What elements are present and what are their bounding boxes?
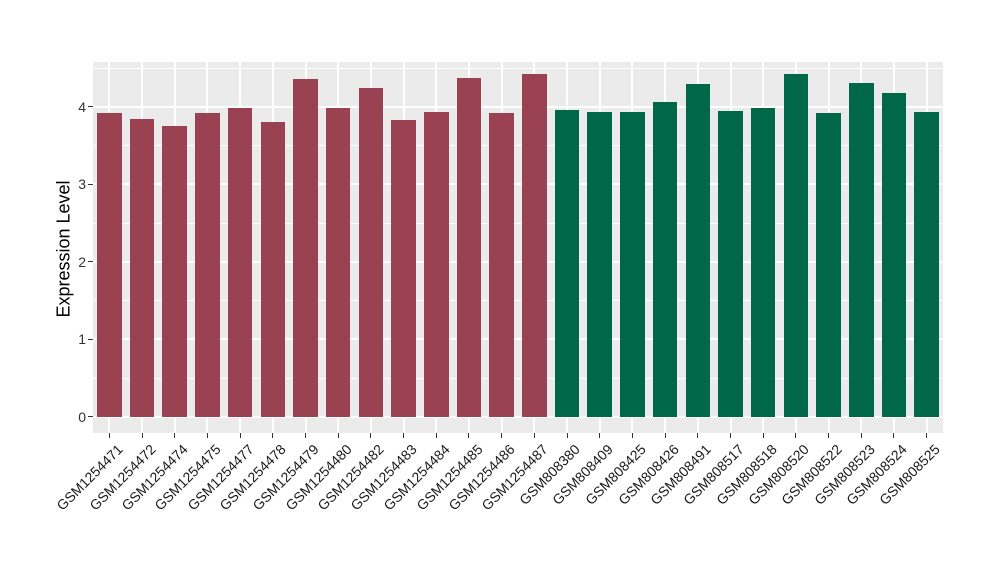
x-tick-mark <box>468 433 470 438</box>
y-tick-label: 3 <box>78 176 86 193</box>
bar-GSM1254479 <box>293 79 318 417</box>
plot-panel <box>93 62 943 433</box>
bar-GSM808409 <box>587 112 612 417</box>
x-tick-mark <box>533 433 535 438</box>
x-tick-mark <box>206 433 208 438</box>
minor-gridline <box>93 145 943 147</box>
major-gridline <box>93 183 943 186</box>
bar-GSM1254487 <box>522 74 547 417</box>
x-tick-mark <box>697 433 699 438</box>
y-tick-label: 2 <box>78 253 86 270</box>
major-gridline <box>93 105 943 108</box>
x-tick-mark <box>141 433 143 438</box>
x-tick-mark <box>730 433 731 438</box>
bar-GSM1254477 <box>227 108 253 417</box>
y-axis-title: Expression Level <box>53 180 74 318</box>
x-tick-mark <box>435 433 437 438</box>
x-tick-mark <box>501 433 503 438</box>
y-tick-mark <box>88 338 93 340</box>
bar-GSM808517 <box>718 110 743 417</box>
bar-GSM808524 <box>881 92 907 417</box>
bar-GSM808523 <box>849 82 874 417</box>
x-tick-mark <box>370 433 372 438</box>
y-tick-label: 4 <box>78 98 86 115</box>
y-tick-mark <box>88 183 93 185</box>
bar-GSM808380 <box>554 110 580 417</box>
minor-gridline <box>93 377 943 379</box>
bar-GSM808425 <box>620 111 645 417</box>
y-tick-mark <box>88 261 93 263</box>
bar-GSM808426 <box>652 101 678 417</box>
y-tick-mark <box>88 416 93 418</box>
x-tick-mark <box>893 433 895 438</box>
bar-GSM808522 <box>816 113 841 417</box>
minor-gridline <box>93 222 943 224</box>
major-gridline <box>93 260 943 263</box>
x-tick-mark <box>762 433 764 438</box>
bar-GSM1254472 <box>129 118 155 417</box>
bar-GSM1254484 <box>424 112 449 417</box>
bar-GSM1254475 <box>195 113 220 417</box>
bar-GSM808525 <box>914 111 939 417</box>
x-tick-mark <box>599 433 601 438</box>
bar-GSM1254474 <box>162 125 187 417</box>
major-gridline <box>93 415 943 418</box>
x-tick-mark <box>403 433 405 438</box>
x-tick-mark <box>272 433 274 438</box>
y-tick-mark <box>88 106 93 108</box>
bar-GSM808518 <box>750 107 776 417</box>
bar-GSM1254478 <box>260 121 286 417</box>
major-gridline <box>93 338 943 341</box>
bar-GSM1254483 <box>391 120 416 417</box>
x-tick-mark <box>828 433 830 438</box>
x-tick-mark <box>305 433 306 438</box>
bar-GSM1254482 <box>358 88 384 417</box>
minor-gridline <box>93 67 943 69</box>
x-tick-mark <box>926 433 928 438</box>
bar-GSM1254480 <box>325 108 351 417</box>
bar-GSM808491 <box>685 83 711 417</box>
x-tick-mark <box>174 433 176 438</box>
x-tick-mark <box>860 433 862 438</box>
x-tick-mark <box>795 433 797 438</box>
x-tick-mark <box>337 433 339 438</box>
bar-GSM808520 <box>783 74 809 417</box>
x-tick-mark <box>631 433 633 438</box>
bar-GSM1254486 <box>489 113 514 417</box>
x-tick-mark <box>664 433 666 438</box>
bar-GSM1254485 <box>456 78 482 417</box>
minor-gridline <box>93 300 943 302</box>
x-tick-mark <box>239 433 241 438</box>
y-tick-label: 1 <box>78 331 86 348</box>
x-tick-mark <box>108 433 110 438</box>
x-tick-mark <box>566 433 568 438</box>
bar-GSM1254471 <box>97 113 122 417</box>
y-tick-label: 0 <box>78 408 86 425</box>
